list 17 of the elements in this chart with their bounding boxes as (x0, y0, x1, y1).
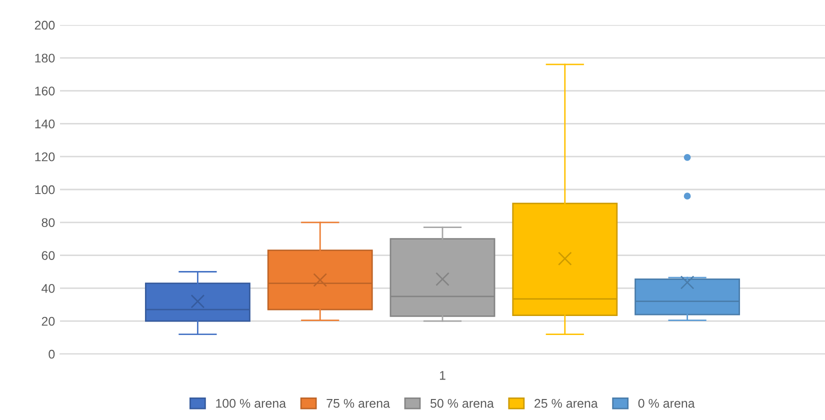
y-tick-label: 100 (35, 185, 55, 194)
legend-label: 0 % arena (638, 398, 695, 408)
y-tick-label: 180 (35, 54, 55, 63)
legend-label: 75 % arena (326, 398, 390, 408)
legend-label: 25 % arena (534, 398, 598, 408)
legend-label: 100 % arena (216, 398, 286, 408)
legend-label: 50 % arena (430, 398, 494, 408)
y-tick-label: 120 (35, 152, 55, 162)
y-tick-label: 80 (42, 218, 55, 228)
y-tick-label: 40 (42, 284, 55, 293)
x-tick-label: 1 (440, 371, 446, 380)
y-tick-label: 200 (34, 20, 55, 30)
y-tick-label: 60 (42, 251, 55, 260)
y-tick-label: 160 (35, 86, 55, 96)
y-tick-label: 0 (48, 350, 55, 359)
y-tick-label: 140 (35, 120, 55, 128)
y-tick-label: 20 (42, 316, 55, 326)
